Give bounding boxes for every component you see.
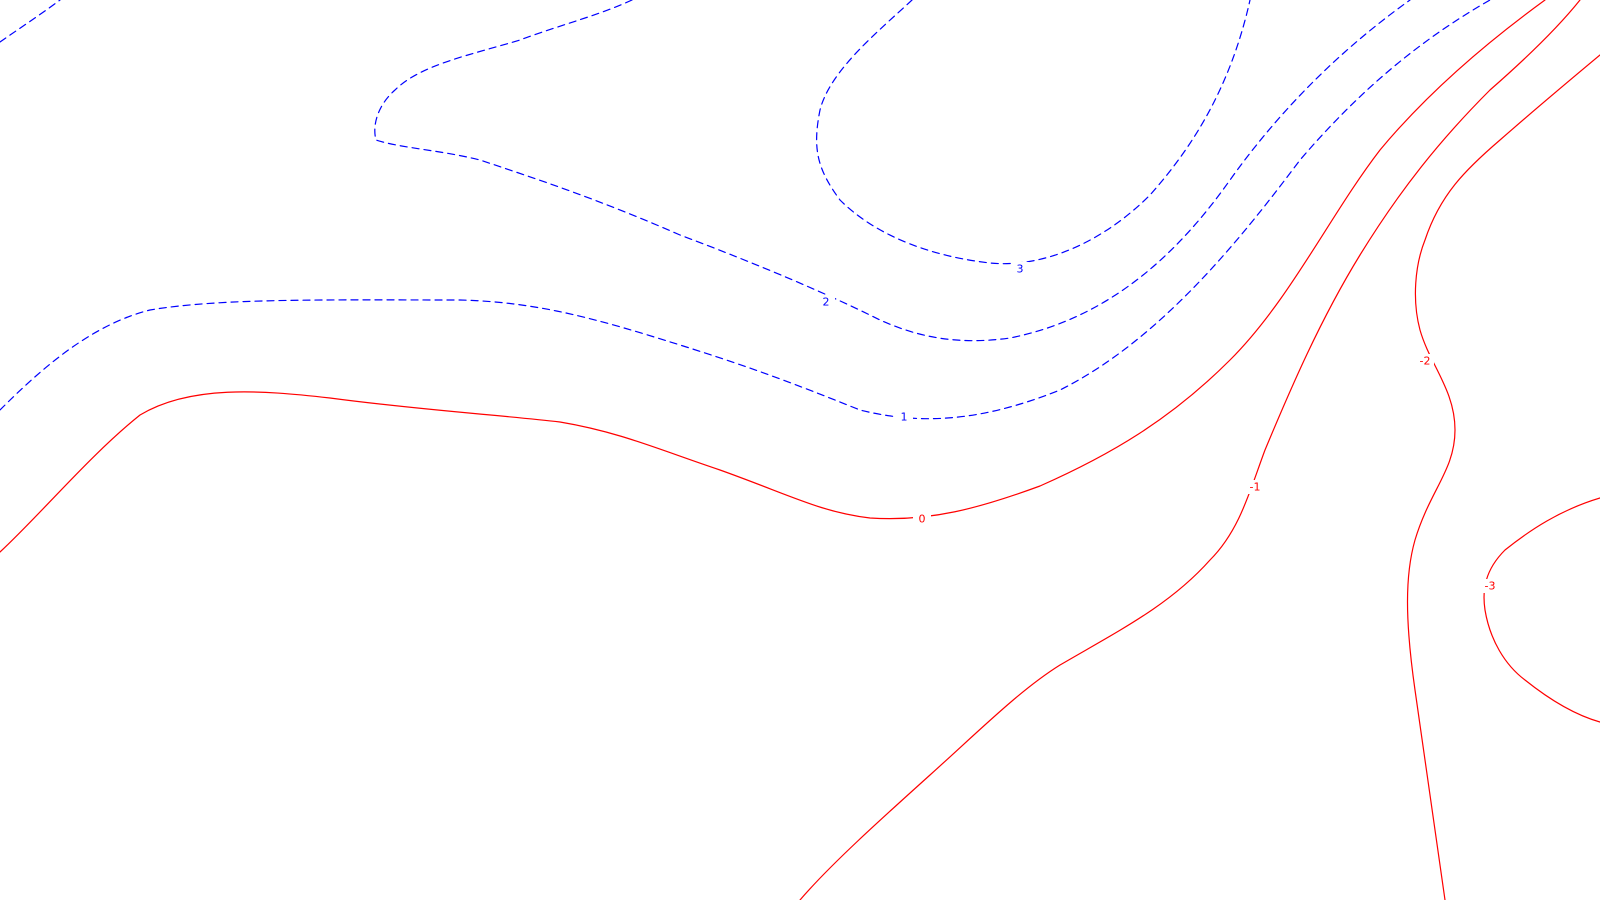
contour-label-level-minus-1: -1 xyxy=(1250,481,1261,494)
contour-label-background xyxy=(1416,354,1434,368)
contour-line-level-minus-1 xyxy=(799,0,1581,900)
contour-label-background xyxy=(817,295,835,309)
contour-label-background xyxy=(1011,262,1029,276)
contour-labels: 3 2 1 0 -1 -2 -3 xyxy=(817,262,1499,593)
contour-label-level-2: 2 xyxy=(823,296,830,309)
contour-line-level-1 xyxy=(0,0,1491,420)
contour-line-level-2 xyxy=(374,0,1411,342)
contour-label-level-minus-3: -3 xyxy=(1485,580,1496,593)
contour-label-level-0: 0 xyxy=(919,513,926,526)
contour-line-level-0 xyxy=(0,0,1546,553)
contour-label-background xyxy=(895,410,913,424)
contour-upper-left-fragment xyxy=(0,0,61,43)
contour-label-level-minus-2: -2 xyxy=(1420,355,1431,368)
contour-label-background xyxy=(913,512,931,526)
contour-label-background xyxy=(1246,480,1264,494)
contour-label-level-3: 3 xyxy=(1017,263,1024,276)
contour-line-level-3 xyxy=(816,0,1251,265)
contour-label-level-1: 1 xyxy=(901,411,908,424)
contour-line-level-minus-3 xyxy=(1483,497,1600,723)
contour-line-corner-fragment xyxy=(0,0,61,43)
contour-line-level-minus-2 xyxy=(1406,54,1600,900)
contour-label-background xyxy=(1481,579,1499,593)
